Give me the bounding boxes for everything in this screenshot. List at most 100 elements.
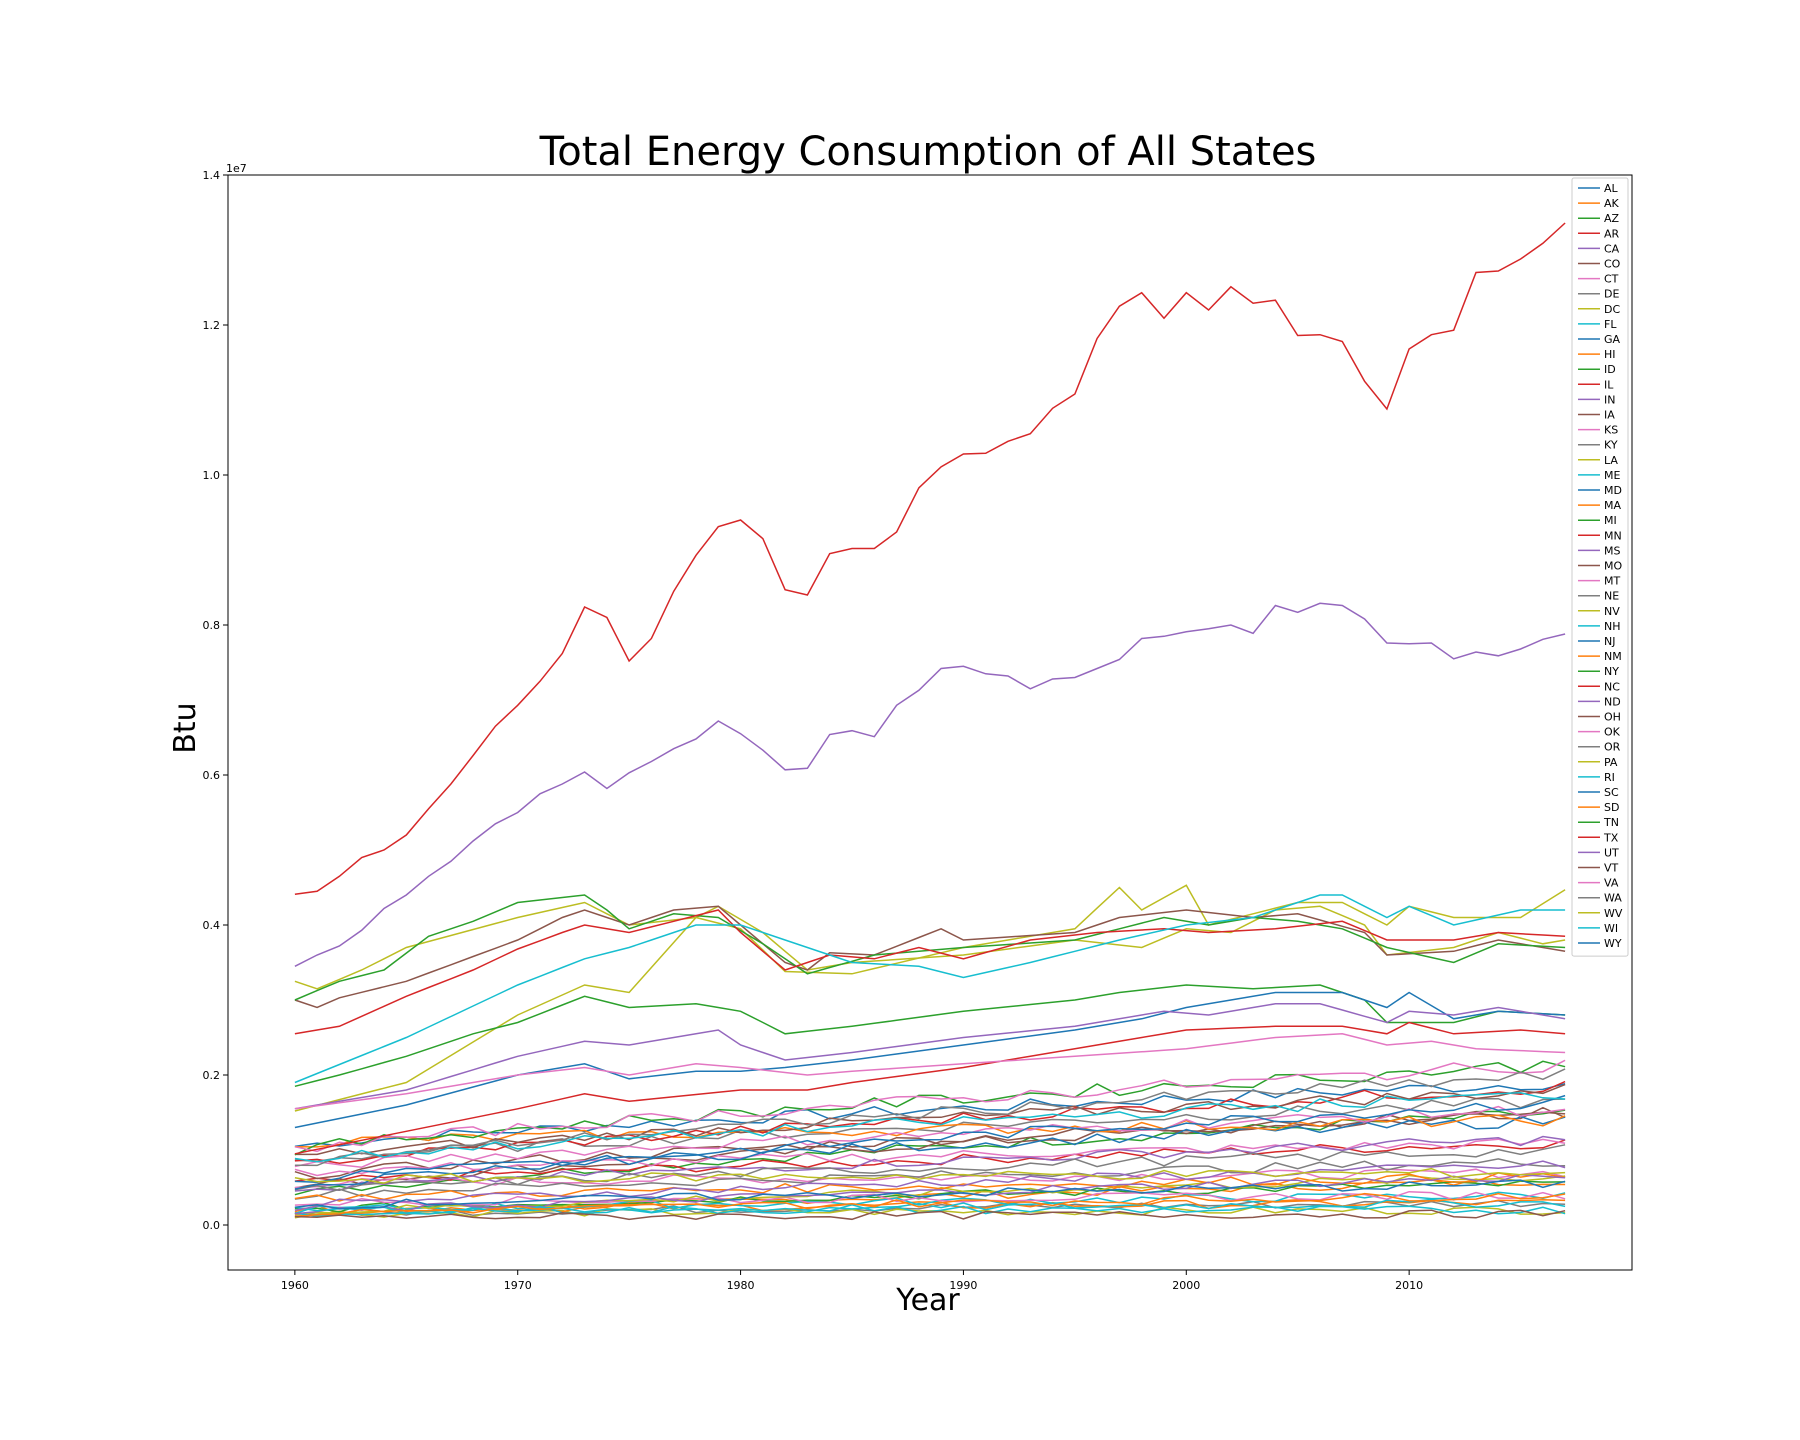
plot-area: 1960 1970 1980 1990 2000 2010 0.0 0.2 0.4 0.6 0.8 1… <box>203 169 1633 1292</box>
legend-label: NJ <box>1604 635 1615 648</box>
series-line-ia <box>294 1106 1566 1180</box>
series-line-ar <box>294 1139 1566 1182</box>
series-line-mt <box>294 1190 1566 1207</box>
y-tick-label: 0.2 <box>203 1069 221 1082</box>
series-line-vt <box>294 1209 1566 1221</box>
legend-label: CA <box>1604 242 1620 255</box>
legend-label: MI <box>1604 514 1617 527</box>
y-tick-label: 0.6 <box>203 769 221 782</box>
series-line-sc <box>294 1094 1566 1190</box>
series-line-ga <box>294 991 1566 1129</box>
series-line-va <box>294 1059 1566 1153</box>
legend-label: IL <box>1604 378 1614 391</box>
series-line-ok <box>294 1105 1566 1168</box>
legend-label: NY <box>1604 665 1619 678</box>
legend-label: MO <box>1604 560 1622 573</box>
legend-label: TN <box>1603 816 1619 829</box>
legend-label: ND <box>1604 695 1621 708</box>
legend-label: VT <box>1604 862 1619 875</box>
legend-label: HI <box>1604 348 1616 361</box>
series-line-sd <box>294 1192 1566 1218</box>
y-axis-scale-label: 1e7 <box>226 162 247 175</box>
legend-label: DC <box>1604 303 1620 316</box>
y-tick-label: 1.4 <box>203 169 221 182</box>
chart-title: Total Energy Consumption of All States <box>539 129 1317 175</box>
legend-label: TX <box>1603 831 1619 844</box>
legend-label: PA <box>1604 756 1618 769</box>
series-line-mo <box>294 1083 1566 1156</box>
series-line-wi <box>294 1092 1566 1163</box>
legend-label: AR <box>1604 227 1620 240</box>
legend-label: IA <box>1604 409 1615 422</box>
legend-label: VA <box>1604 877 1619 890</box>
legend-label: MT <box>1604 575 1620 588</box>
legend-label: WV <box>1604 907 1623 920</box>
series-line-nm <box>294 1172 1566 1202</box>
legend-label: SC <box>1604 786 1619 799</box>
series-line-tx <box>294 222 1566 896</box>
legend-label: NE <box>1604 590 1619 603</box>
series-line-al <box>294 1082 1566 1148</box>
y-axis-label: Btu <box>168 702 203 753</box>
x-tick-label: 1970 <box>504 1279 532 1292</box>
legend-label: WA <box>1604 892 1622 905</box>
legend-label: ME <box>1604 469 1620 482</box>
legend-label: MN <box>1604 529 1622 542</box>
series-line-fl <box>294 884 1566 1112</box>
series-line-ny <box>294 894 1566 1084</box>
legend-label: CO <box>1604 258 1621 271</box>
x-tick-label: 1990 <box>949 1279 977 1292</box>
series-line-or <box>294 1144 1566 1191</box>
series-line-md <box>294 1115 1566 1183</box>
series-line-ut <box>294 1160 1566 1211</box>
legend-label: OR <box>1604 741 1621 754</box>
legend-label: LA <box>1604 454 1618 467</box>
legend-label: AK <box>1604 197 1620 210</box>
series-line-ms <box>294 1135 1566 1192</box>
x-tick-label: 1960 <box>281 1279 309 1292</box>
series-line-de <box>294 1200 1566 1217</box>
series-line-wy <box>294 1179 1566 1210</box>
legend-label: OK <box>1604 726 1621 739</box>
legend-label: NM <box>1604 650 1622 663</box>
legend-label: KS <box>1604 424 1618 437</box>
y-tick-label: 0.8 <box>203 619 221 632</box>
series-line-nc <box>294 1021 1566 1155</box>
legend-label: OH <box>1604 711 1621 724</box>
x-tick-label: 2010 <box>1395 1279 1423 1292</box>
legend-label: CT <box>1604 273 1619 286</box>
legend-label: WI <box>1604 922 1618 935</box>
x-axis-label: Year <box>895 1283 960 1318</box>
legend-label: MD <box>1604 484 1622 497</box>
y-tick-label: 0.0 <box>203 1219 221 1232</box>
series-line-nj <box>294 1033 1566 1110</box>
legend-label: WY <box>1604 937 1622 950</box>
y-tick-label: 1.2 <box>203 319 221 332</box>
legend-label: MA <box>1604 499 1621 512</box>
legend-label: MS <box>1604 544 1620 557</box>
series-line-ca <box>294 602 1566 967</box>
legend-label: NH <box>1604 620 1621 633</box>
series-line-la <box>294 901 1566 990</box>
legend-label: KY <box>1604 439 1618 452</box>
legend-label: SD <box>1604 801 1619 814</box>
series-line-il <box>294 909 1566 1035</box>
legend-label: ID <box>1604 363 1616 376</box>
legend-label: FL <box>1604 318 1617 331</box>
series-line-wv <box>294 1167 1566 1184</box>
legend-label: AL <box>1604 182 1619 195</box>
x-tick-label: 2000 <box>1172 1279 1200 1292</box>
series-line-wa <box>294 1068 1566 1167</box>
axes-frame <box>227 174 1633 1271</box>
legend-label: RI <box>1604 771 1615 784</box>
legend-label: AZ <box>1604 212 1620 225</box>
series-line-nd <box>294 1173 1566 1215</box>
legend-label: IN <box>1604 393 1615 406</box>
legend-label: UT <box>1604 846 1619 859</box>
x-tick-label: 1980 <box>727 1279 755 1292</box>
series-line-ky <box>294 1097 1566 1163</box>
series-line-in <box>294 1003 1566 1110</box>
legend-label: GA <box>1604 333 1621 346</box>
y-tick-label: 0.4 <box>203 919 221 932</box>
